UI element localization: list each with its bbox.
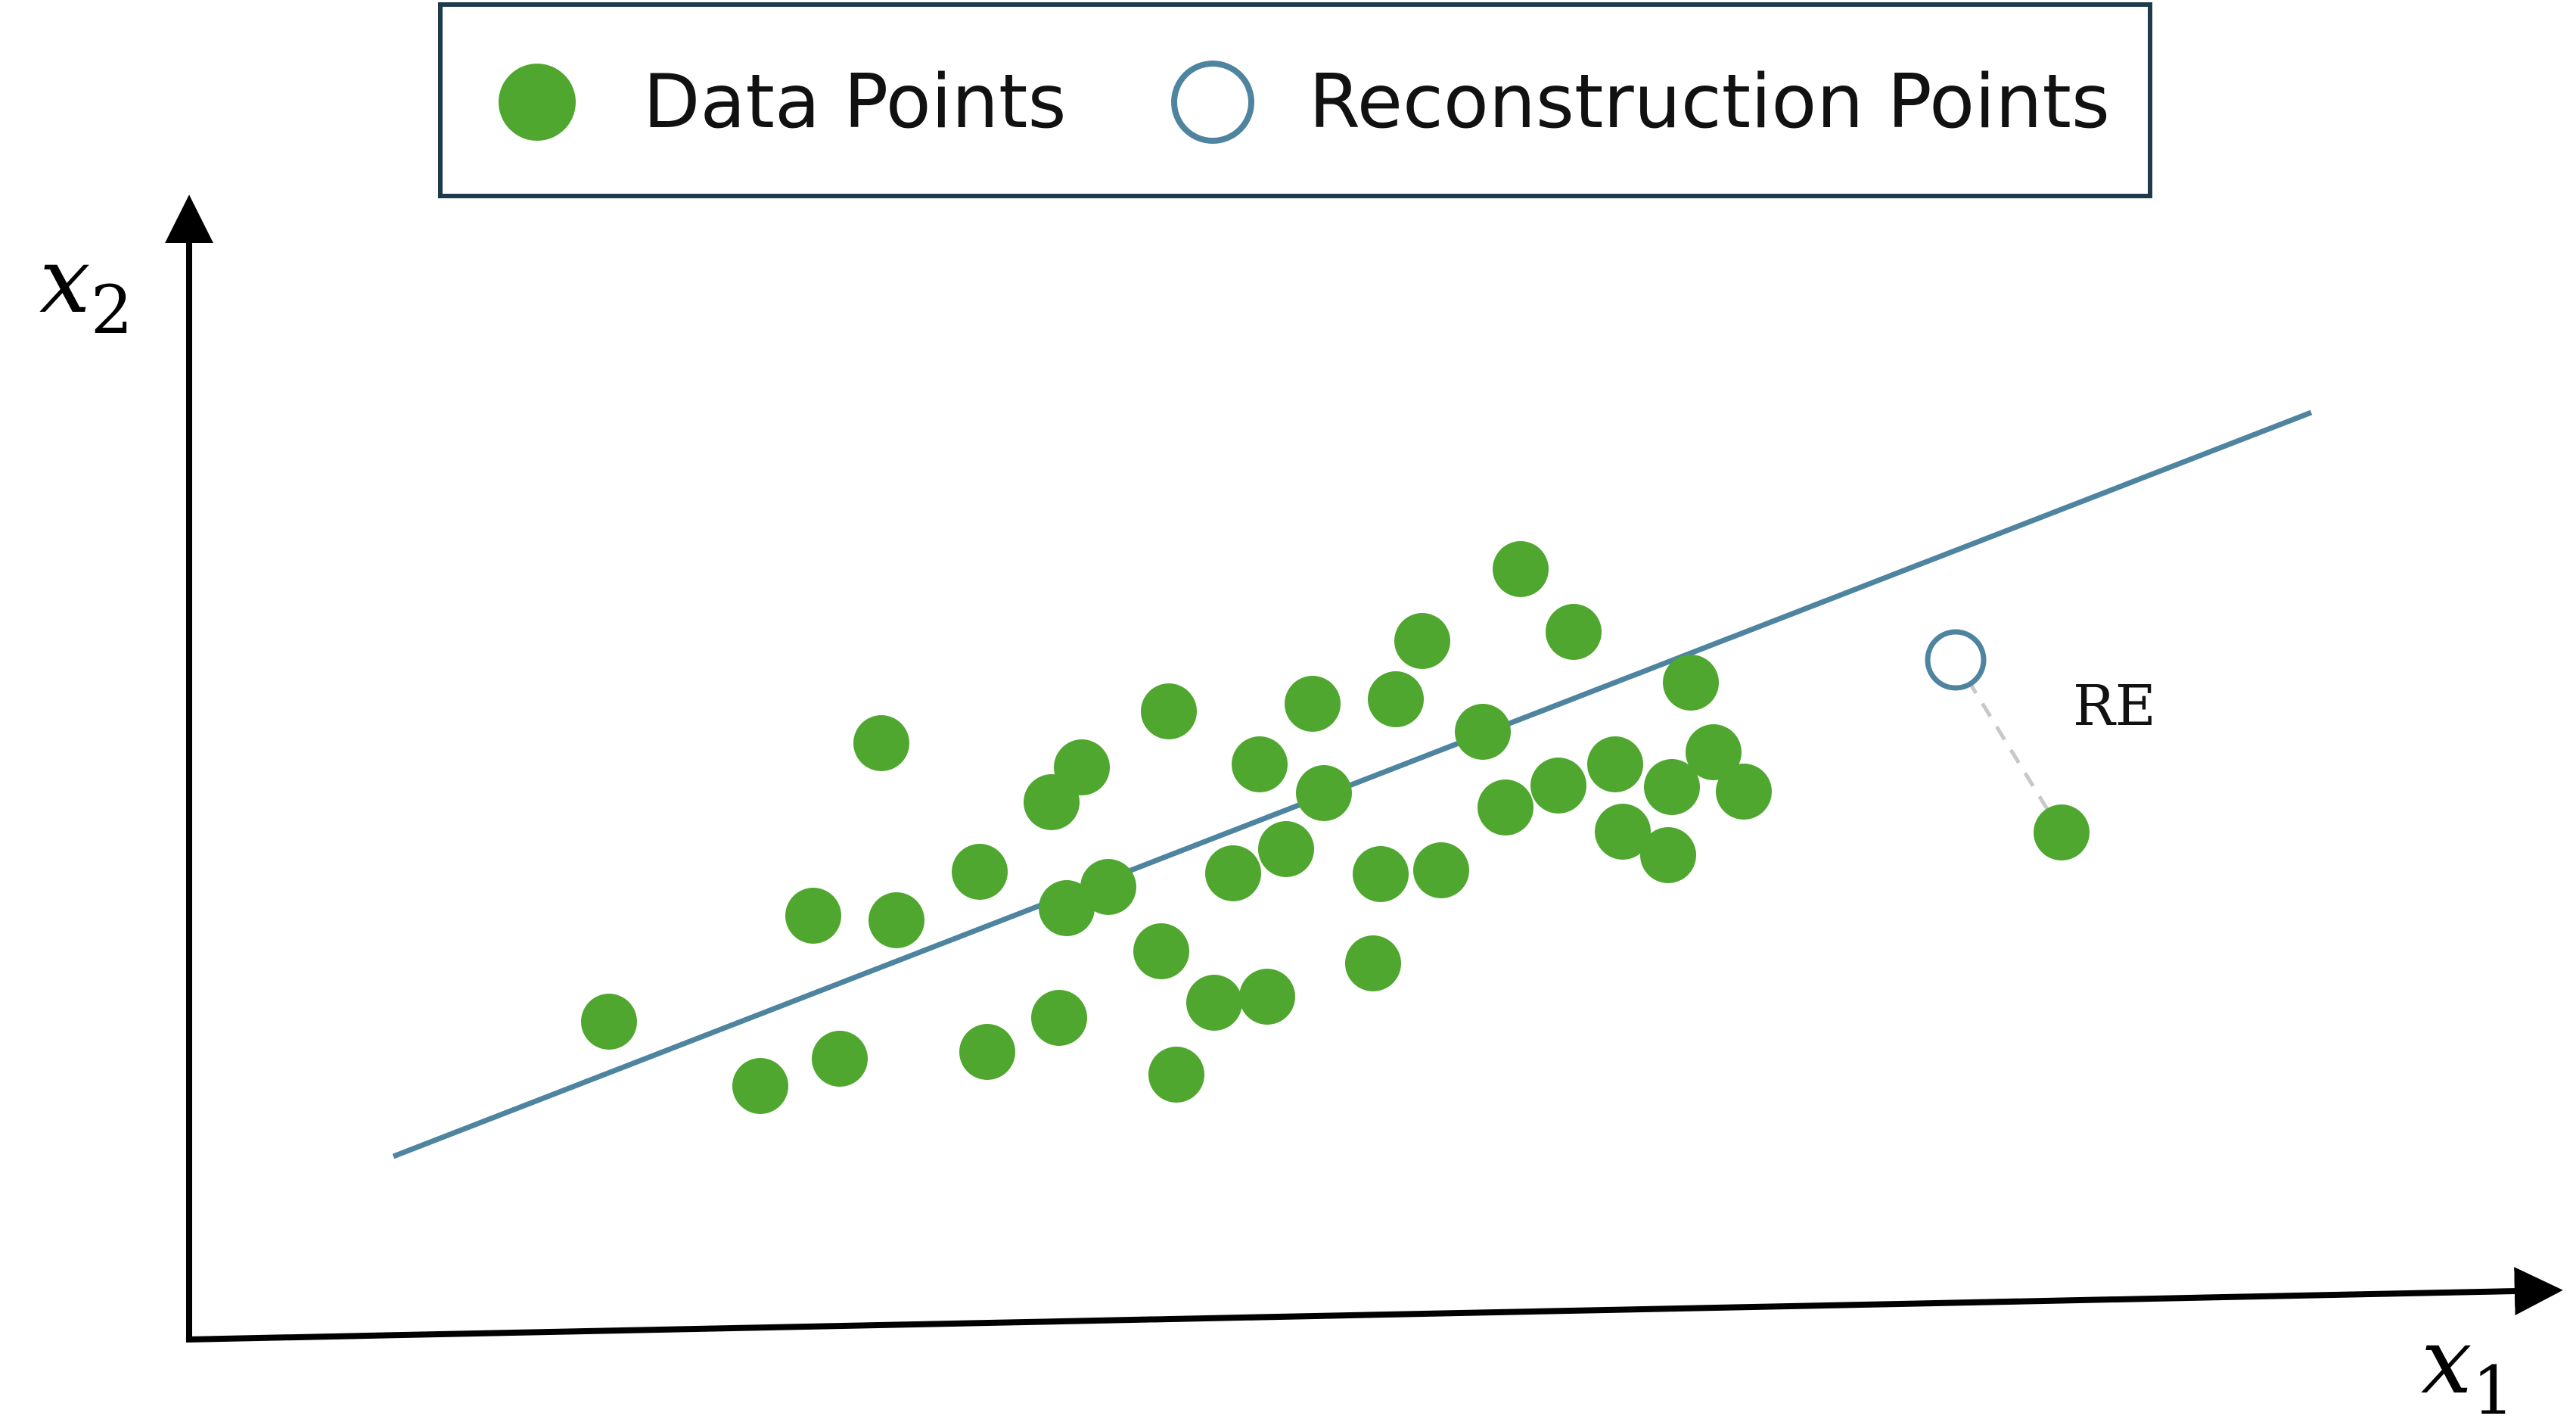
data-point: [1587, 736, 1643, 792]
reconstruction-error-label: RE: [2073, 674, 2156, 739]
data-point: [1031, 990, 1087, 1046]
data-point: [1080, 859, 1136, 915]
data-point: [1285, 676, 1341, 732]
data-point: [785, 888, 841, 944]
axis-labels: x2 x1: [39, 229, 2515, 1422]
data-point: [959, 1024, 1015, 1080]
data-point: [1413, 842, 1469, 898]
data-point: [1205, 845, 1261, 901]
data-point: [1054, 739, 1110, 795]
data-point: [2034, 804, 2090, 860]
reconstruction-point: [1925, 629, 1987, 691]
data-point: [1232, 736, 1288, 792]
data-point: [1368, 671, 1424, 727]
data-point: [1716, 764, 1772, 820]
data-point: [853, 715, 909, 771]
data-point: [1345, 935, 1401, 991]
data-point: [1686, 724, 1742, 780]
data-point: [1530, 758, 1586, 814]
data-point: [1644, 759, 1700, 815]
data-point: [1141, 683, 1197, 739]
y-axis-label: x2: [39, 229, 133, 349]
data-point: [1239, 969, 1295, 1025]
data-point: [1640, 827, 1696, 883]
legend-box: [438, 2, 2152, 198]
data-point: [1394, 613, 1450, 669]
data-point: [1546, 604, 1602, 660]
data-point: [1039, 880, 1095, 936]
legend-data-point-marker: [499, 64, 576, 141]
reconstruction-error-line: [1953, 658, 2064, 834]
data-point: [1595, 804, 1651, 860]
data-point: [1455, 704, 1511, 760]
data-point: [732, 1058, 788, 1114]
data-point: [1133, 923, 1189, 979]
legend-reconstruction-points-label: Reconstruction Points: [1309, 59, 2110, 145]
legend-data-points-label: Data Points: [643, 59, 1067, 145]
data-point: [952, 844, 1008, 900]
data-point: [1296, 765, 1352, 821]
data-point: [869, 892, 924, 948]
legend-reconstruction-point-marker: [1171, 61, 1254, 144]
x-axis: [185, 1267, 2563, 1343]
axes: [165, 194, 2563, 1343]
data-point: [581, 994, 637, 1050]
data-point: [1353, 846, 1409, 902]
projection-line: [392, 409, 2313, 1159]
data-point: [1148, 1047, 1204, 1103]
legend: Data Points Reconstruction Points: [438, 2, 2152, 198]
data-point: [1478, 779, 1533, 835]
x-axis-label: x1: [2421, 1309, 2515, 1422]
data-point: [1258, 821, 1314, 877]
plot-area: [392, 409, 2313, 1159]
data-point: [1663, 655, 1719, 711]
data-point: [1493, 541, 1549, 597]
data-point: [1186, 975, 1242, 1031]
data-point: [812, 1031, 868, 1087]
